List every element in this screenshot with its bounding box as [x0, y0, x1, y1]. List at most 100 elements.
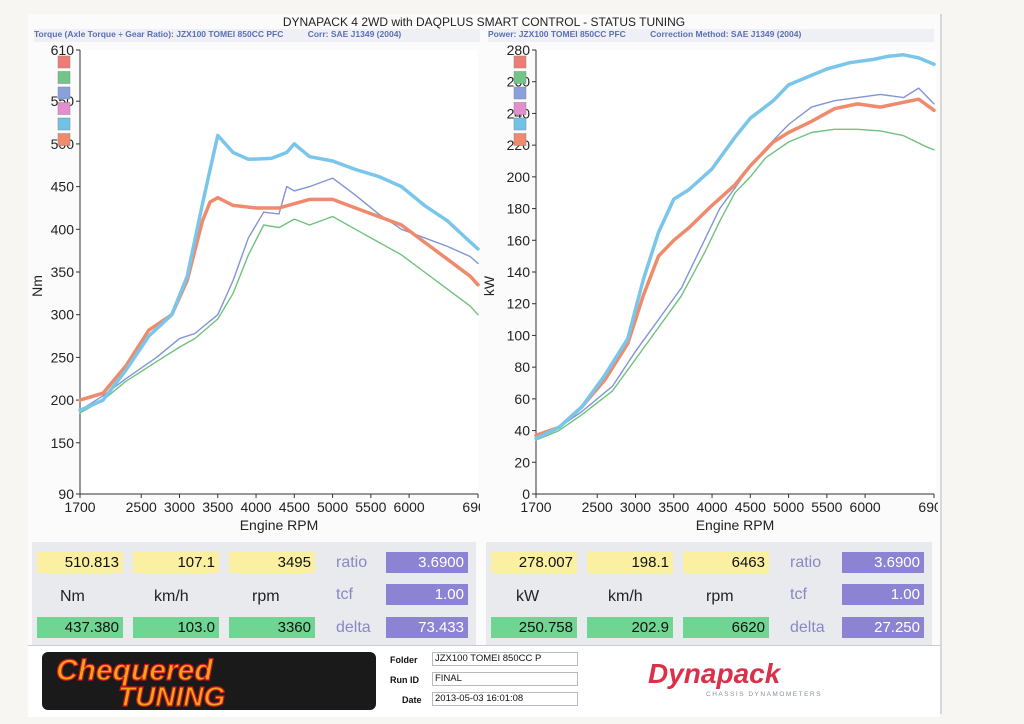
- y-tick-label: 140: [507, 264, 531, 280]
- y-tick-label: 90: [58, 486, 74, 502]
- ratio-label: ratio: [336, 554, 368, 571]
- tcf-label: tcf: [790, 586, 807, 603]
- y-tick-label: 450: [51, 179, 75, 195]
- power-max-value: 278.007: [491, 552, 577, 573]
- torque-run2-speed: 103.0: [133, 617, 219, 638]
- legend-swatch: [57, 55, 71, 69]
- chequered-tuning-logo: Chequered TUNING: [42, 652, 376, 712]
- page-title: DYNAPACK 4 2WD with DAQPLUS SMART CONTRO…: [282, 15, 686, 29]
- y-tick-label: 100: [507, 327, 531, 343]
- series-line-orange: [534, 97, 936, 438]
- x-tick-label: 3000: [164, 499, 195, 515]
- legend-swatch: [57, 71, 71, 84]
- y-tick-label: 400: [51, 221, 75, 237]
- torque-header-corr: Corr: SAE J1349 (2004): [307, 29, 402, 39]
- unit-rpm: rpm: [252, 588, 280, 605]
- power-max-speed: 198.1: [587, 552, 673, 573]
- torque-header: Torque (Axle Torque ÷ Gear Ratio): JZX10…: [34, 29, 480, 42]
- power-chart: 0204060801001201401601802002202402602801…: [481, 42, 938, 533]
- y-tick-label: 350: [51, 264, 75, 280]
- delta-value: 27.250: [842, 617, 924, 638]
- series-line-orange: [78, 195, 480, 402]
- tcf-value: 1.00: [386, 584, 468, 605]
- legend-swatch: [513, 71, 527, 84]
- series-line-green: [79, 215, 479, 414]
- power-header: Power: JZX100 TOMEI 850CC PFC Correction…: [488, 29, 934, 42]
- torque-run2-rpm: 3360: [229, 617, 315, 638]
- x-tick-label: 4000: [240, 499, 271, 515]
- x-tick-label: 3500: [202, 499, 233, 515]
- power-run2-value: 250.758: [491, 617, 577, 638]
- tcf-value: 1.00: [842, 584, 924, 605]
- y-axis-title: kW: [481, 275, 497, 296]
- x-axis-title: Engine RPM: [696, 517, 775, 533]
- footer: Chequered TUNING Folder JZX100 TOMEI 850…: [28, 645, 940, 717]
- legend-swatch: [57, 86, 71, 100]
- unit-kmh: km/h: [608, 588, 643, 605]
- torque-max-speed: 107.1: [133, 552, 219, 573]
- x-tick-label: 6900: [462, 499, 480, 515]
- unit-nm: Nm: [60, 588, 85, 605]
- logo-chequered-text: Chequered: [56, 654, 213, 687]
- x-tick-label: 6000: [394, 499, 425, 515]
- series-line-blue: [78, 133, 480, 413]
- delta-label: delta: [790, 619, 825, 636]
- y-tick-label: 120: [507, 296, 531, 312]
- y-tick-label: 180: [507, 201, 531, 217]
- x-tick-label: 2500: [126, 499, 157, 515]
- x-tick-label: 5000: [773, 499, 804, 515]
- y-tick-label: 150: [51, 435, 75, 451]
- dynapack-logo-text: Dynapack: [648, 658, 782, 689]
- date-value: 2013-05-03 16:01:08: [432, 692, 578, 706]
- delta-label: delta: [336, 619, 371, 636]
- logo-tuning-text: TUNING: [118, 681, 225, 712]
- run-id-label: Run ID: [390, 675, 419, 685]
- y-tick-label: 80: [514, 359, 530, 375]
- legend-swatch: [513, 117, 527, 131]
- legend-swatch: [513, 102, 527, 115]
- x-tick-label: 3500: [658, 499, 689, 515]
- x-tick-label: 5500: [811, 499, 842, 515]
- y-tick-label: 280: [507, 42, 531, 58]
- legend-swatch: [513, 86, 527, 100]
- unit-kw: kW: [516, 588, 540, 605]
- x-tick-label: 4000: [696, 499, 727, 515]
- ratio-value: 3.6900: [386, 552, 468, 573]
- y-tick-label: 40: [514, 423, 530, 439]
- y-axis-title: Nm: [29, 275, 45, 297]
- x-tick-label: 1700: [520, 499, 551, 515]
- x-tick-label: 6000: [850, 499, 881, 515]
- y-tick-label: 20: [514, 454, 530, 470]
- torque-max-rpm: 3495: [229, 552, 315, 573]
- x-tick-label: 2500: [582, 499, 613, 515]
- legend-swatch: [57, 133, 71, 146]
- delta-value: 73.433: [386, 617, 468, 638]
- legend-swatch: [57, 117, 71, 131]
- unit-kmh: km/h: [154, 588, 189, 605]
- torque-run2-value: 437.380: [37, 617, 123, 638]
- legend-swatch: [513, 55, 527, 69]
- torque-readout-panel: 510.813 107.1 3495 Nm km/h rpm 437.380 1…: [32, 542, 476, 650]
- dynapack-logo-subtext: CHASSIS DYNAMOMETERS: [706, 691, 822, 698]
- y-tick-label: 250: [51, 349, 75, 365]
- ratio-value: 3.6900: [842, 552, 924, 573]
- legend-swatch: [57, 102, 71, 115]
- plot-area: [80, 50, 478, 494]
- torque-chart: 9015020025030035040045050055061017002500…: [29, 42, 480, 533]
- date-label: Date: [402, 695, 422, 705]
- torque-header-label: Torque (Axle Torque ÷ Gear Ratio): JZX10…: [34, 29, 284, 39]
- series-line-blue: [534, 53, 936, 441]
- y-tick-label: 610: [51, 42, 75, 58]
- x-tick-label: 4500: [279, 499, 310, 515]
- x-tick-label: 5000: [317, 499, 348, 515]
- power-header-corr: Correction Method: SAE J1349 (2004): [650, 29, 802, 39]
- torque-max-value: 510.813: [37, 552, 123, 573]
- x-tick-label: 5500: [355, 499, 386, 515]
- x-tick-label: 3000: [620, 499, 651, 515]
- unit-rpm: rpm: [706, 588, 734, 605]
- tcf-label: tcf: [336, 586, 353, 603]
- ratio-label: ratio: [790, 554, 822, 571]
- power-readout-panel: 278.007 198.1 6463 kW km/h rpm 250.758 2…: [486, 542, 932, 650]
- x-tick-label: 1700: [64, 499, 95, 515]
- y-tick-label: 200: [507, 169, 531, 185]
